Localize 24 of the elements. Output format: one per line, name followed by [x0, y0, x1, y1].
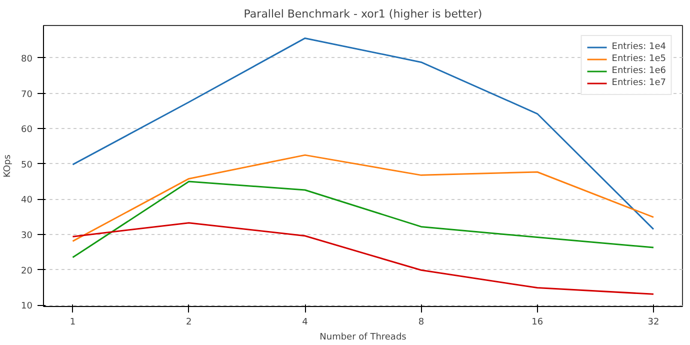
x-tick-label: 32	[648, 318, 660, 328]
y-tick-label: 50	[21, 160, 33, 170]
y-axis-title: KOps	[3, 154, 14, 178]
x-tick-label: 4	[302, 318, 308, 328]
line-series	[72, 154, 654, 242]
y-tick-label: 30	[21, 230, 33, 241]
x-tick-label: 2	[186, 318, 192, 328]
x-axis-title: Number of Threads	[320, 332, 407, 342]
line-series	[72, 180, 654, 258]
y-tick-label: 60	[21, 125, 33, 136]
y-tick-label: 10	[21, 302, 33, 312]
x-tick-label: 8	[418, 318, 424, 328]
y-tick-label: 80	[21, 54, 33, 64]
x-tick-label: 1	[70, 318, 76, 328]
legend-label: Entries: 1e4	[612, 41, 666, 53]
y-tick-label: 70	[21, 90, 33, 100]
chart-title: Parallel Benchmark - xor1 (higher is better)	[244, 8, 482, 20]
legend-label: Entries: 1e6	[612, 65, 666, 77]
line-series	[72, 222, 654, 295]
x-tick-label: 16	[532, 318, 544, 328]
y-tick-label: 40	[21, 196, 33, 206]
legend-label: Entries: 1e5	[612, 53, 666, 65]
legend-label: Entries: 1e7	[612, 77, 666, 89]
y-tick-label: 20	[21, 266, 33, 276]
